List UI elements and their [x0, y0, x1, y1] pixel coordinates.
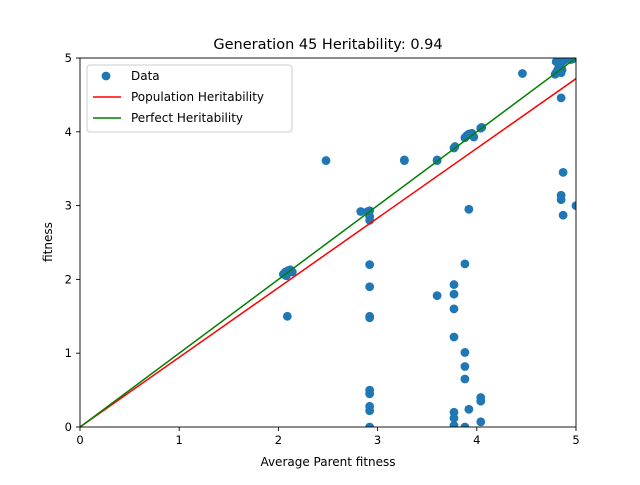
axes-frame [79, 57, 577, 428]
x-tick-label: 5 [572, 433, 579, 447]
y-tick-label: 0 [65, 420, 72, 434]
data-point [556, 93, 566, 103]
data-point [558, 210, 568, 220]
population-heritability-line [80, 78, 576, 427]
data-point [449, 421, 459, 427]
data-point [476, 396, 486, 406]
perfect-heritability-line [80, 58, 576, 427]
y-tick-label: 3 [65, 199, 72, 213]
y-tick-label: 2 [65, 272, 72, 286]
plot-area [80, 58, 576, 427]
data-point [449, 304, 459, 314]
data-point [558, 167, 568, 177]
data-point [464, 204, 474, 214]
data-point [571, 201, 576, 210]
y-tick-label: 5 [65, 51, 72, 65]
legend-label: Population Heritability [131, 90, 264, 104]
legend-label: Data [131, 69, 160, 83]
data-point [321, 156, 331, 165]
data-point [282, 311, 292, 321]
chart-title: Generation 45 Heritability: 0.94 [213, 37, 442, 53]
data-point [365, 313, 375, 323]
x-tick-label: 4 [473, 433, 480, 447]
data-point [449, 289, 459, 299]
data-point [460, 422, 470, 427]
legend-box [86, 64, 293, 133]
data-point [365, 389, 375, 399]
data-point [449, 280, 459, 289]
legend: Data Population Heritability Perfect Herit… [86, 64, 293, 133]
x-tick-label: 0 [76, 433, 83, 447]
data-point [399, 155, 409, 165]
legend-label: Perfect Heritability [131, 111, 243, 125]
data-point [460, 362, 470, 371]
data-point [432, 291, 442, 301]
data-point [449, 332, 459, 342]
data-point [476, 417, 486, 427]
data-point [365, 406, 375, 416]
data-point [365, 282, 375, 292]
data-point [356, 207, 366, 216]
legend-marker-icon [101, 71, 111, 81]
data-point [365, 260, 375, 270]
data-point [365, 422, 375, 427]
data-point [449, 413, 459, 423]
y-tick-label: 1 [65, 346, 72, 360]
data-point [460, 348, 470, 357]
data-point [556, 195, 566, 205]
data-point [518, 69, 527, 78]
x-tick-label: 3 [374, 433, 381, 447]
data-point [464, 404, 474, 414]
data-point [460, 259, 470, 269]
x-tick-label: 1 [176, 433, 183, 447]
x-axis-label: Average Parent fitness [260, 455, 395, 469]
data-point [460, 374, 470, 384]
y-axis-label: fitness [41, 222, 55, 262]
x-tick-label: 2 [275, 433, 282, 447]
y-tick-label: 4 [65, 125, 72, 139]
